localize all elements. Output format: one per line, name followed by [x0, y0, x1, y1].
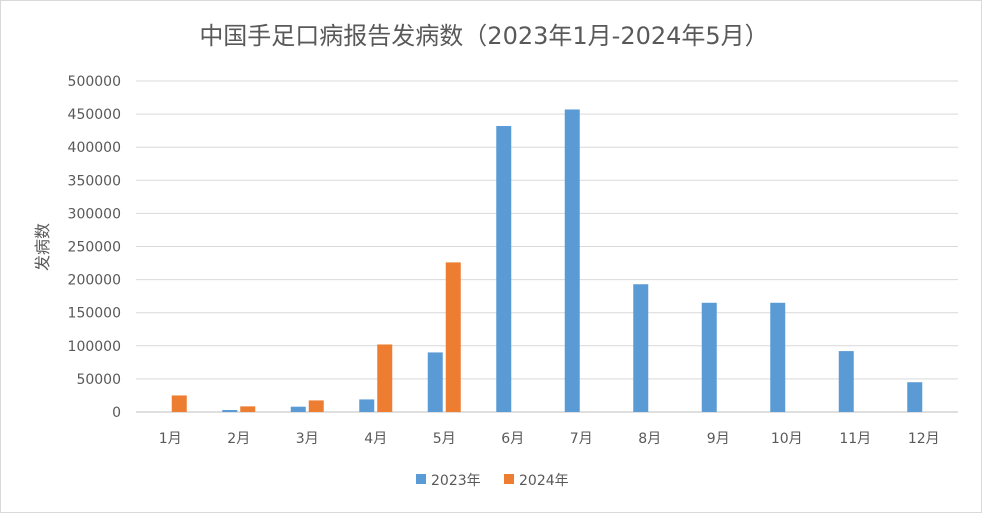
y-tick-label: 50000	[76, 372, 121, 388]
x-tick-label: 6月	[501, 431, 524, 447]
bar-series1	[222, 410, 238, 412]
y-tick-label: 500000	[68, 74, 121, 90]
y-tick-label: 0	[112, 405, 121, 421]
x-tick-label: 5月	[433, 431, 456, 447]
bar-series1	[359, 399, 375, 412]
y-axis-label: 发病数	[33, 223, 52, 271]
y-tick-label: 150000	[68, 306, 121, 322]
x-tick-label: 11月	[839, 431, 871, 447]
bar-series2	[171, 395, 187, 412]
y-tick-label: 350000	[68, 173, 121, 189]
x-tick-label: 3月	[296, 431, 319, 447]
bar-series1	[564, 109, 580, 412]
x-tick-label: 9月	[707, 431, 730, 447]
y-tick-labels: 0 50000 100000 150000 200000 250000 300000 3500…	[68, 74, 121, 421]
y-tick-label: 250000	[68, 240, 121, 256]
y-tick-label: 200000	[68, 273, 121, 289]
bar-series2	[377, 344, 393, 412]
x-tick-labels: 1月 2月 3月 4月 5月 6月 7月 8月 9月 10月 11月 12月	[159, 431, 940, 447]
bar-series1	[427, 352, 443, 412]
bar-series1	[907, 382, 923, 412]
bar-series2	[240, 406, 256, 412]
x-tick-label: 8月	[638, 431, 661, 447]
bar-series1	[290, 406, 306, 412]
x-tick-label: 4月	[364, 431, 387, 447]
legend: 2023年 2024年	[416, 473, 569, 489]
x-tick-label: 1月	[159, 431, 182, 447]
bar-series1	[701, 302, 717, 412]
x-tick-label: 2月	[227, 431, 250, 447]
y-tick-label: 300000	[68, 206, 121, 222]
legend-label: 2024年	[519, 473, 569, 489]
legend-swatch	[504, 474, 514, 484]
bar-series1	[633, 284, 649, 412]
bar-series1	[838, 351, 854, 412]
gridlines	[136, 80, 958, 413]
bar-series2	[445, 262, 461, 412]
bar-series1	[496, 126, 512, 413]
x-tick-label: 10月	[771, 431, 803, 447]
x-tick-label: 12月	[908, 431, 940, 447]
y-tick-label: 450000	[68, 107, 121, 123]
legend-label: 2023年	[431, 473, 481, 489]
bar-series2	[308, 400, 324, 412]
bars	[171, 109, 923, 413]
bar-series1	[770, 302, 786, 412]
y-tick-label: 400000	[68, 140, 121, 156]
x-tick-label: 7月	[570, 431, 593, 447]
chart-title: 中国手足口病报告发病数（2023年1月-2024年5月）	[199, 22, 768, 50]
y-tick-label: 100000	[68, 339, 121, 355]
legend-swatch	[416, 474, 426, 484]
